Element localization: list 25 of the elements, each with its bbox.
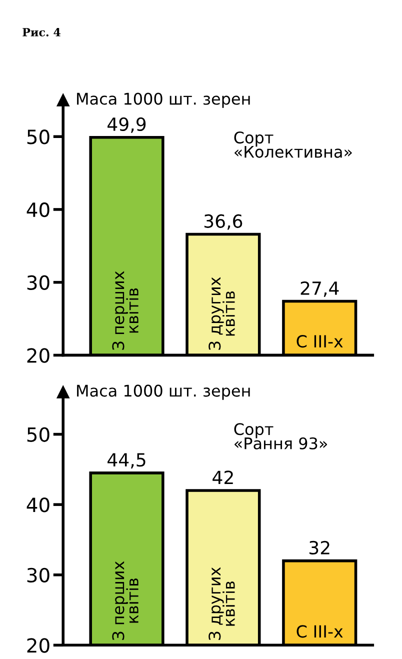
y-tick-label: 20 <box>27 638 50 653</box>
data-label: 32 <box>310 540 330 555</box>
annotation: Сорт «Рання 93» <box>234 423 327 450</box>
chart-title: Рис. 4 <box>22 28 60 36</box>
y-tick-label: 30 <box>27 275 50 290</box>
y-axis-title: Маса 1000 шт. зерен <box>77 384 250 400</box>
x-tick-label: З перших квітів <box>112 271 138 350</box>
x-tick-label: С ІІІ-х <box>296 625 343 638</box>
data-label: 27,4 <box>300 281 339 297</box>
annotation: Сорт «Колективна» <box>234 132 352 158</box>
y-tick-label: 30 <box>27 568 50 583</box>
y-tick-label: 20 <box>27 348 50 363</box>
y-tick-label: 50 <box>27 427 50 442</box>
y-tick-label: 40 <box>26 498 50 512</box>
y-axis-title: Маса 1000 шт. зерен <box>77 92 250 108</box>
y-tick-label: 40 <box>26 202 50 218</box>
data-label: 44,5 <box>108 453 146 469</box>
x-tick-label: З других квітів <box>208 277 235 350</box>
x-tick-label: З других квітів <box>208 567 235 640</box>
data-label: 42 <box>212 470 233 484</box>
data-label: 36,6 <box>204 214 242 230</box>
y-tick-label: 50 <box>27 130 50 144</box>
x-tick-label: С ІІІ-х <box>296 334 343 348</box>
x-tick-label: З перших квітів <box>112 561 138 640</box>
data-label: 49,9 <box>108 117 146 133</box>
